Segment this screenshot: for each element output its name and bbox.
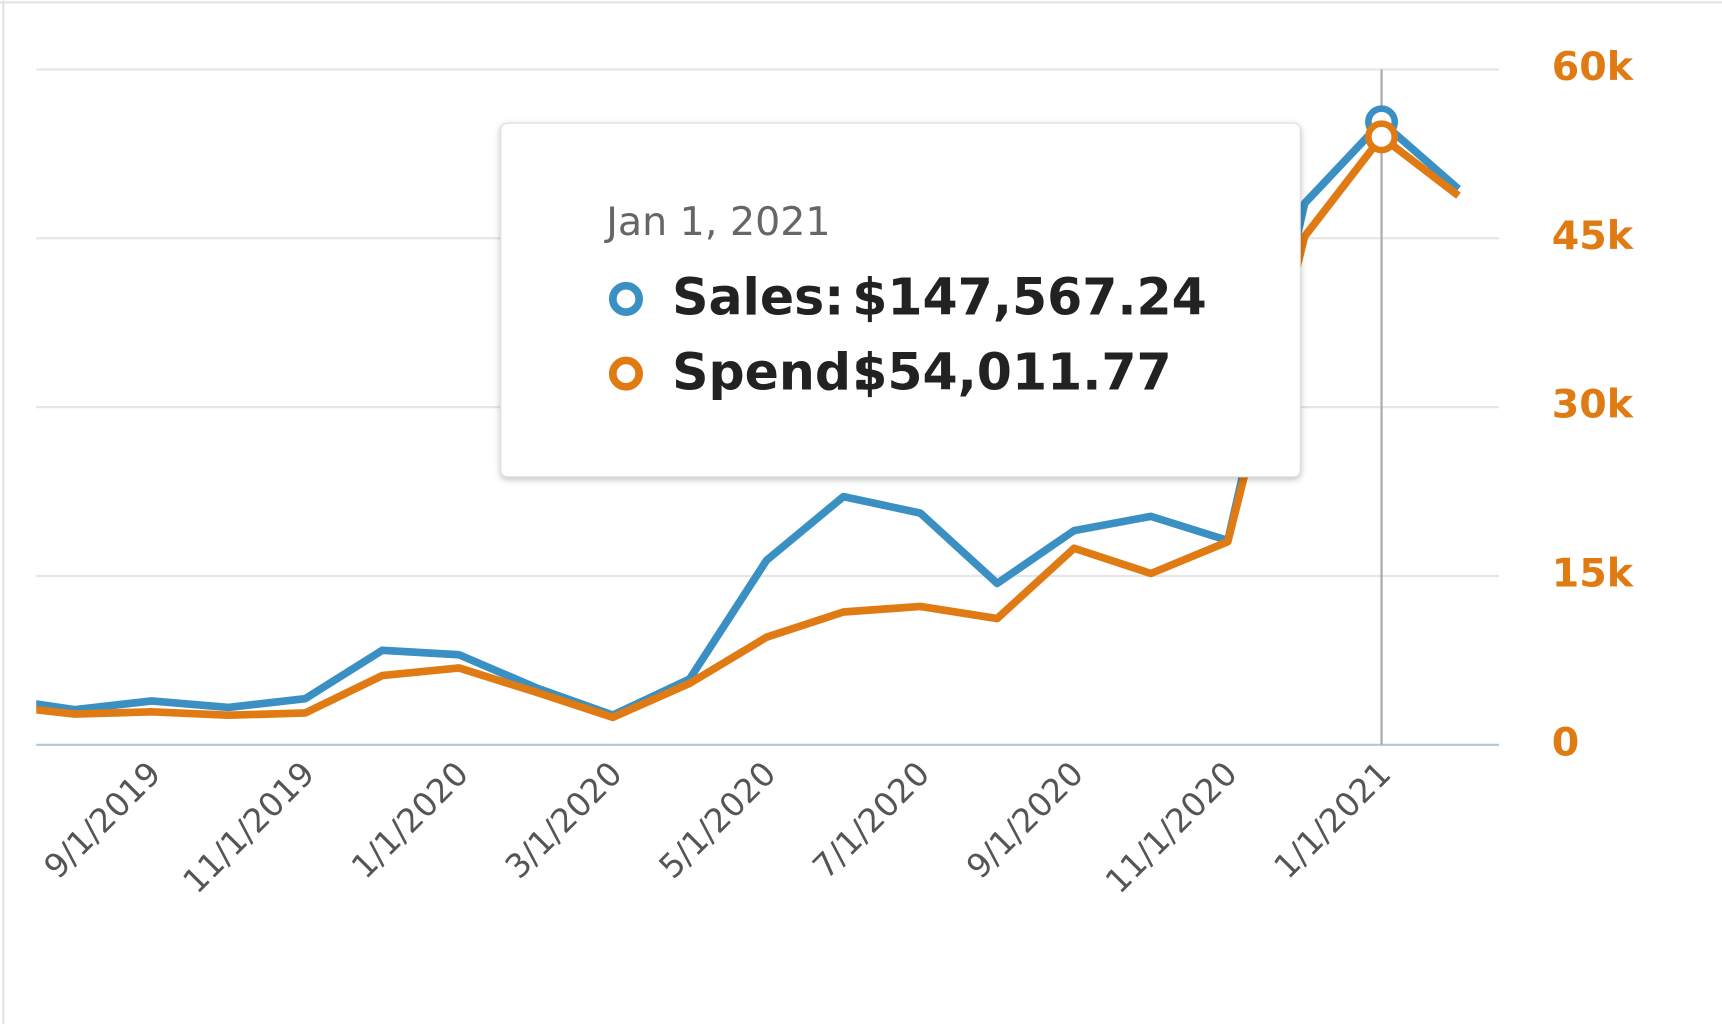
plot-area [36, 69, 1461, 745]
series-line [36, 118, 1461, 719]
x-tick-label: 9/1/2019 [36, 754, 168, 886]
tooltip-marker [608, 356, 644, 391]
x-axis: 9/1/2019 11/1/2019 1/1/2020 3/1/2020 5/1/202… [36, 754, 1398, 901]
x-tick-label: 7/1/2020 [805, 754, 937, 886]
x-tick-label: 1/1/2020 [344, 754, 476, 886]
series-line [36, 132, 1461, 722]
x-tick-label: 11/1/2020 [1098, 754, 1245, 901]
grid: 0 15k 30k 45k 60k [36, 44, 1635, 765]
tooltip-value: $147,567.24 [852, 268, 1207, 327]
x-tick-label: 9/1/2020 [959, 754, 1091, 886]
tooltip-marker [608, 281, 644, 316]
tooltip-label: Sales: [672, 268, 844, 327]
y2-tick-label: 15k [1552, 550, 1635, 596]
tooltip-value: $54,011.77 [852, 342, 1171, 401]
x-tick-label: 3/1/2020 [497, 754, 629, 886]
x-tick-label: 11/1/2019 [175, 754, 322, 901]
tooltip-label: Spend: [672, 342, 871, 401]
tooltip-box [500, 122, 1301, 478]
y2-tick-label: 0 [1552, 719, 1580, 765]
y2-tick-label: 60k [1552, 44, 1635, 90]
x-tick-label: 5/1/2020 [651, 754, 783, 886]
tooltip-title: Jan 1, 2021 [603, 199, 830, 245]
y2-tick-label: 45k [1552, 213, 1635, 259]
y2-tick-label: 30k [1552, 382, 1635, 428]
x-tick-label: 1/1/2021 [1266, 754, 1398, 886]
tooltip: Jan 1, 2021 Sales: $147,567.24 Spend:$54,01… [500, 122, 1301, 478]
point-marker [1365, 120, 1399, 154]
